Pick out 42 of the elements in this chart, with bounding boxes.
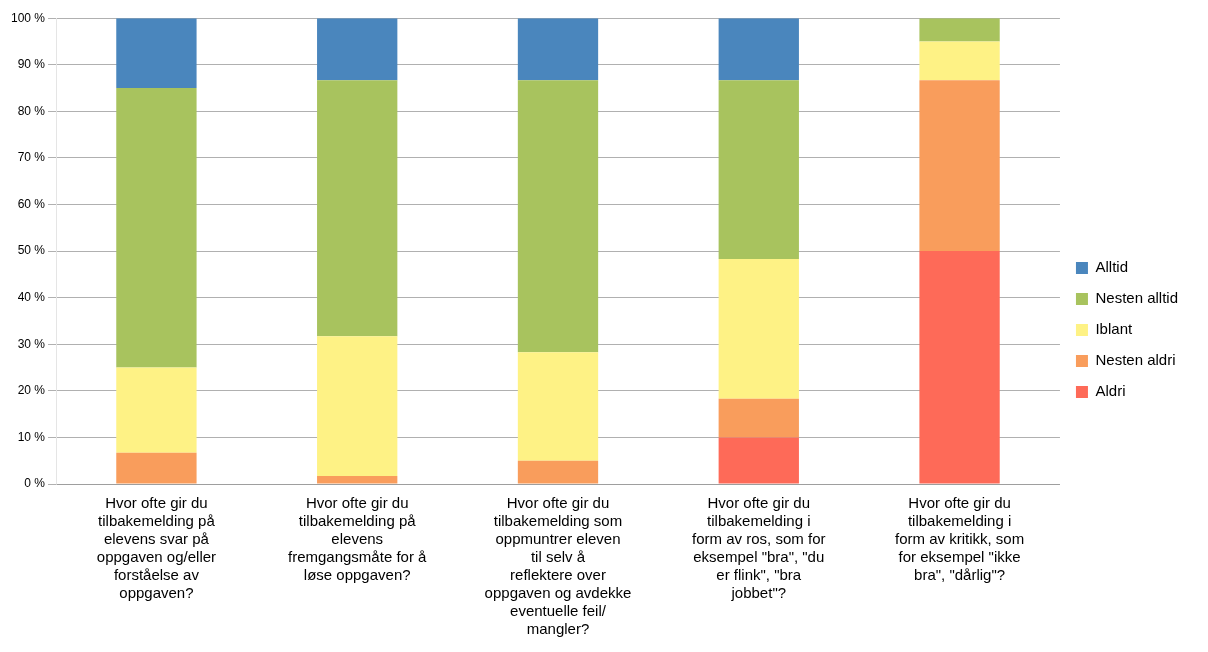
bar	[919, 251, 1000, 484]
bar	[919, 18, 1000, 42]
bar	[116, 88, 197, 368]
legend-label: Iblant	[1095, 320, 1133, 338]
y-tick-label: 100 %	[10, 10, 46, 25]
bar	[317, 18, 398, 81]
y-tick-label: 50 %	[17, 243, 46, 258]
bar	[317, 336, 398, 477]
y-tick-label: 70 %	[17, 150, 46, 165]
bar	[718, 18, 799, 81]
bar	[116, 18, 197, 89]
y-tick-label: 30 %	[17, 336, 46, 351]
bar	[116, 367, 197, 453]
legend-label: Nesten alltid	[1095, 289, 1178, 307]
y-tick-label: 40 %	[17, 289, 46, 304]
bar	[919, 80, 1000, 252]
x-tick-label: Hvor ofte gir du tilbakemelding i form av ros, som for eksempel "bra", "du er flink", "bra jobbet"?	[692, 494, 826, 602]
legend-label: Aldri	[1095, 382, 1126, 400]
x-tick-label: Hvor ofte gir du tilbakemelding på elevens fremgangsmåte for å løse oppgaven?	[288, 494, 428, 584]
bar	[517, 460, 599, 484]
x-tick-label: Hvor ofte gir du tilbakemelding i form av kritikk, som for eksempel "ikke bra", "dårlig"?	[894, 494, 1025, 584]
legend-label: Nesten aldri	[1095, 351, 1176, 369]
y-tick-label: 80 %	[17, 103, 46, 118]
bar	[517, 352, 599, 461]
bar	[919, 41, 1000, 81]
bar	[317, 476, 398, 484]
x-tick-label: Hvor ofte gir du tilbakemelding på elevens svar på oppgaven og/eller forståelse av oppgaven?	[96, 494, 217, 602]
y-tick-label: 10 %	[17, 429, 46, 444]
bar	[718, 437, 799, 484]
legend-label: Alltid	[1095, 258, 1128, 276]
bar	[718, 398, 799, 438]
bar	[718, 259, 799, 399]
y-tick-label: 0 %	[24, 476, 46, 491]
bar	[517, 80, 599, 353]
y-tick-label: 90 %	[17, 57, 46, 72]
y-tick-label: 20 %	[17, 383, 46, 398]
y-tick-label: 60 %	[17, 196, 46, 211]
bar	[517, 18, 599, 81]
x-tick-label: Hvor ofte gir du tilbakemelding som oppmuntrer eleven til selv å reflektere over oppgaven og avdekke eventuelle feil/ mangler?	[484, 494, 632, 638]
bar	[718, 80, 799, 260]
bar	[317, 80, 398, 337]
bar	[116, 452, 197, 484]
